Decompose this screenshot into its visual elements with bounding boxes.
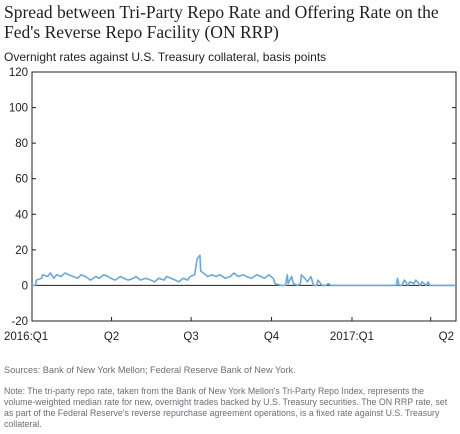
- x-axis: 2016:Q1 Q2 Q3 Q4 2017:Q1 Q2: [4, 317, 454, 343]
- y-tick-label: 60: [15, 174, 28, 186]
- y-tick-label: 80: [15, 138, 28, 150]
- y-tick-label: -20: [11, 316, 28, 328]
- y-tick-label: 0: [22, 280, 28, 292]
- series-group: [32, 254, 456, 287]
- chart-subtitle: Overnight rates against U.S. Treasury co…: [4, 50, 327, 64]
- y-tick-label: 40: [15, 209, 28, 221]
- x-tick-label: 2017:Q1: [330, 331, 374, 343]
- source-note: Sources: Bank of New York Mellon; Federa…: [4, 365, 296, 375]
- x-tick-label: 2016:Q1: [4, 331, 48, 343]
- footnote: Note: The tri-party repo rate, taken fro…: [4, 386, 448, 429]
- x-tick-label: Q3: [183, 331, 198, 343]
- x-tick-label: Q2: [439, 331, 454, 343]
- y-tick-label: 120: [9, 67, 28, 79]
- y-axis: 120 100 80 60 40 20 0 -20: [9, 67, 456, 328]
- y-tick-label: 100: [9, 103, 28, 115]
- x-tick-label: Q2: [104, 331, 119, 343]
- x-tick-label: Q4: [264, 331, 280, 343]
- plot-frame: [31, 71, 457, 322]
- chart-title: Spread between Tri-Party Repo Rate and O…: [4, 2, 439, 42]
- series-line: [32, 254, 456, 287]
- y-tick-label: 20: [15, 245, 28, 257]
